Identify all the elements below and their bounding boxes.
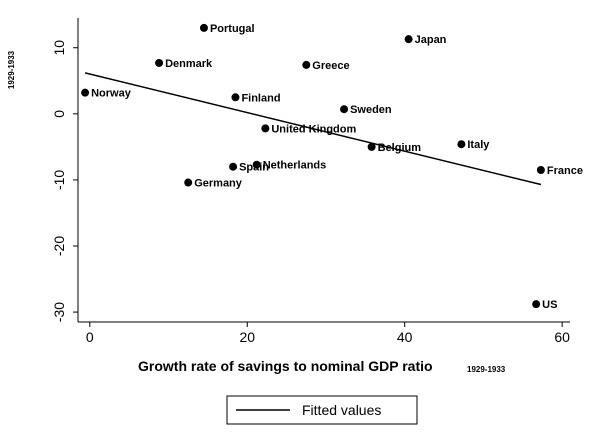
- data-point-label: US: [542, 299, 557, 311]
- x-tick-label: 0: [86, 329, 94, 345]
- data-point-label: Italy: [467, 139, 490, 151]
- data-point: [252, 160, 261, 169]
- data-point-label: France: [547, 165, 583, 177]
- data-point: [532, 300, 541, 309]
- y-tick-label: 10: [51, 40, 67, 56]
- data-point-label: Greece: [312, 60, 349, 72]
- data-point: [231, 93, 240, 102]
- data-point: [155, 58, 164, 67]
- x-axis-label: Growth rate of savings to nominal GDP ra…: [138, 358, 433, 374]
- x-tick-label: 60: [554, 329, 570, 345]
- data-point-label: Germany: [194, 178, 243, 190]
- data-point-label: Japan: [415, 34, 447, 46]
- data-point-label: Norway: [91, 88, 132, 100]
- data-point-label: United Kingdom: [271, 123, 356, 135]
- data-point: [404, 35, 413, 44]
- y-axis-label: 1929-1933: [7, 50, 16, 89]
- data-point: [457, 140, 466, 149]
- legend-box: [226, 395, 418, 425]
- axes-group: 10 0 -10 -20 -30 0 20 40 60: [51, 18, 570, 345]
- y-tick-label: -10: [51, 170, 67, 190]
- y-tick-label: 0: [51, 110, 67, 118]
- data-point: [302, 60, 311, 69]
- data-point: [199, 23, 208, 32]
- data-point-label: Netherlands: [263, 160, 327, 172]
- x-tick-label: 20: [239, 329, 255, 345]
- y-tick-label: -30: [51, 302, 67, 322]
- data-point: [184, 178, 193, 187]
- x-tick-label: 40: [397, 329, 413, 345]
- data-point-label: Denmark: [165, 58, 213, 70]
- data-point: [536, 166, 545, 174]
- y-tick-label: -20: [51, 236, 67, 256]
- fitted-values-line: [84, 72, 542, 186]
- data-point: [81, 88, 90, 97]
- data-point: [261, 124, 270, 133]
- points-group: Portugal Japan Denmark Greece Norway Finland S…: [81, 23, 583, 311]
- fitted-line-group: [84, 72, 542, 186]
- x-axis-label-sub: 1929-1933: [467, 365, 506, 374]
- data-point: [340, 105, 349, 114]
- data-point-label: Finland: [241, 92, 280, 104]
- data-point-label: Belgium: [378, 142, 422, 154]
- legend-label: Fitted values: [302, 402, 381, 418]
- data-point: [367, 142, 376, 151]
- legend: Fitted values: [226, 395, 418, 425]
- data-point-label: Portugal: [210, 23, 255, 35]
- data-point: [229, 162, 238, 171]
- data-point-label: Sweden: [350, 104, 392, 116]
